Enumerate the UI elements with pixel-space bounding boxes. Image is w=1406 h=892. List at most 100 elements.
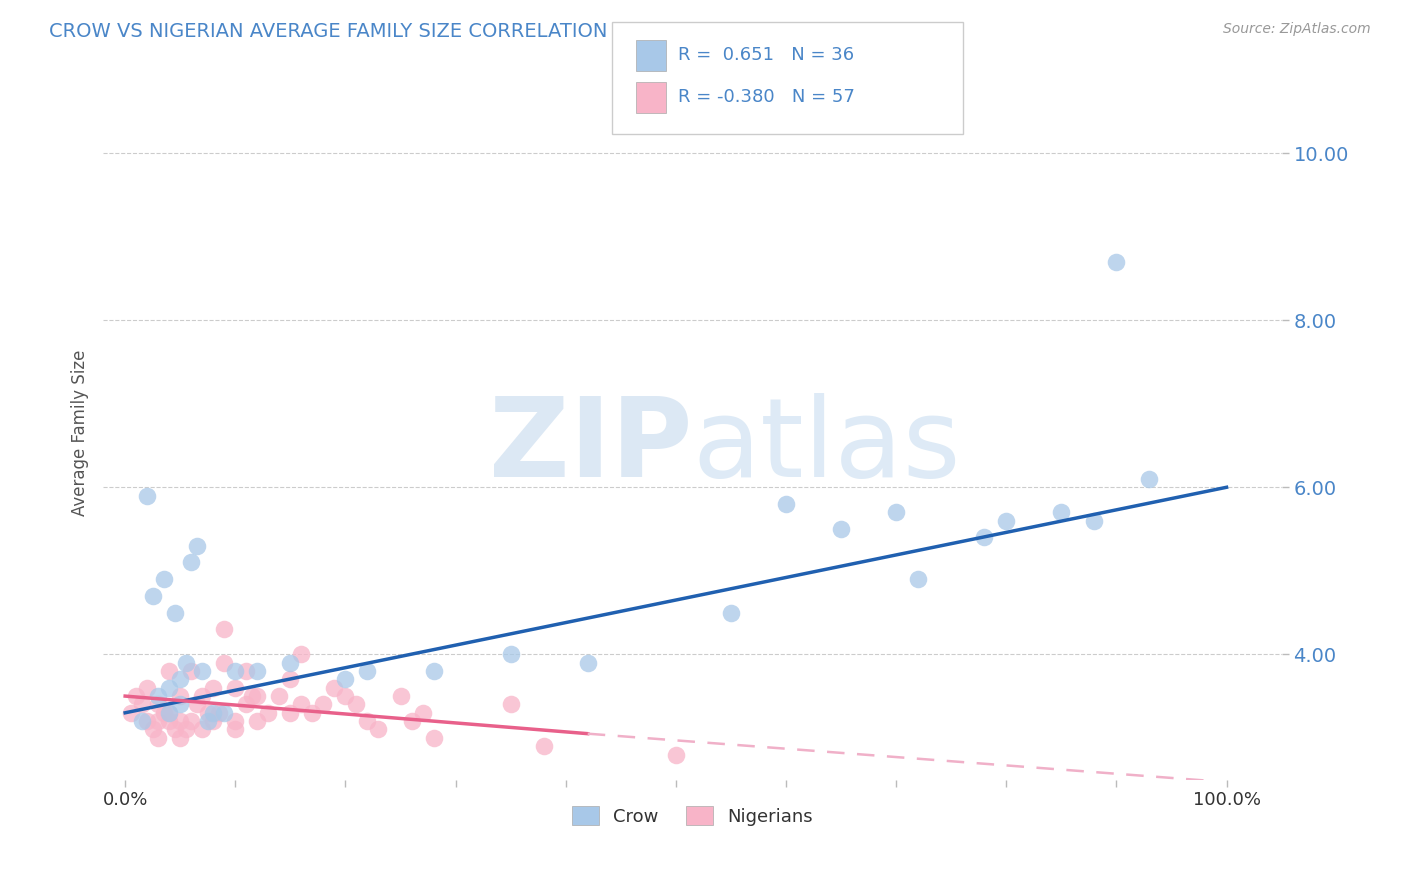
Y-axis label: Average Family Size: Average Family Size: [72, 350, 89, 516]
Point: [125, 689, 148, 703]
Point: [367, 723, 389, 737]
Point: [499, 698, 522, 712]
Point: [148, 698, 170, 712]
Point: [257, 706, 280, 720]
Point: [148, 731, 170, 745]
Point: [214, 706, 236, 720]
Point: [907, 572, 929, 586]
Text: atlas: atlas: [692, 393, 960, 500]
Point: [157, 706, 180, 720]
Point: [157, 664, 180, 678]
Point: [180, 714, 202, 728]
Point: [180, 556, 202, 570]
Text: ZIP: ZIP: [489, 393, 692, 500]
Point: [169, 689, 191, 703]
Point: [269, 689, 291, 703]
Point: [202, 681, 225, 695]
Point: [136, 489, 159, 503]
Point: [174, 723, 197, 737]
Point: [401, 714, 423, 728]
Point: [224, 723, 246, 737]
Point: [775, 497, 797, 511]
Point: [665, 747, 688, 762]
Point: [290, 698, 312, 712]
Point: [246, 689, 269, 703]
Point: [422, 664, 444, 678]
Point: [157, 714, 180, 728]
Point: [280, 656, 302, 670]
Point: [186, 539, 208, 553]
Point: [163, 606, 186, 620]
Point: [148, 689, 170, 703]
Point: [884, 505, 907, 519]
Point: [197, 714, 219, 728]
Point: [1105, 254, 1128, 268]
Point: [346, 698, 368, 712]
Point: [1139, 472, 1161, 486]
Point: [830, 522, 852, 536]
Point: [142, 723, 165, 737]
Point: [576, 656, 599, 670]
Point: [169, 673, 191, 687]
Legend: Crow, Nigerians: Crow, Nigerians: [565, 799, 820, 833]
Point: [202, 714, 225, 728]
Point: [356, 714, 378, 728]
Point: [533, 739, 555, 754]
Point: [202, 706, 225, 720]
Point: [169, 731, 191, 745]
Point: [191, 723, 214, 737]
Point: [224, 681, 246, 695]
Point: [246, 664, 269, 678]
Point: [148, 714, 170, 728]
Point: [224, 714, 246, 728]
Point: [131, 698, 153, 712]
Text: R = -0.380   N = 57: R = -0.380 N = 57: [678, 88, 855, 106]
Point: [973, 530, 995, 544]
Point: [157, 706, 180, 720]
Point: [499, 648, 522, 662]
Point: [246, 714, 269, 728]
Text: R =  0.651   N = 36: R = 0.651 N = 36: [678, 46, 853, 64]
Point: [120, 706, 142, 720]
Point: [152, 572, 174, 586]
Point: [335, 673, 357, 687]
Point: [1083, 514, 1105, 528]
Point: [280, 706, 302, 720]
Point: [356, 664, 378, 678]
Point: [208, 706, 231, 720]
Point: [136, 681, 159, 695]
Point: [995, 514, 1018, 528]
Point: [157, 681, 180, 695]
Point: [186, 698, 208, 712]
Point: [163, 723, 186, 737]
Point: [142, 589, 165, 603]
Point: [191, 664, 214, 678]
Point: [323, 681, 346, 695]
Point: [214, 656, 236, 670]
Text: CROW VS NIGERIAN AVERAGE FAMILY SIZE CORRELATION CHART: CROW VS NIGERIAN AVERAGE FAMILY SIZE COR…: [49, 22, 679, 41]
Point: [389, 689, 412, 703]
Point: [214, 622, 236, 636]
Point: [174, 656, 197, 670]
Point: [136, 714, 159, 728]
Point: [152, 706, 174, 720]
Point: [180, 664, 202, 678]
Point: [197, 706, 219, 720]
Point: [312, 698, 335, 712]
Point: [1050, 505, 1073, 519]
Point: [290, 648, 312, 662]
Point: [169, 698, 191, 712]
Point: [280, 673, 302, 687]
Point: [131, 714, 153, 728]
Point: [412, 706, 434, 720]
Point: [335, 689, 357, 703]
Point: [235, 664, 257, 678]
Point: [191, 689, 214, 703]
Point: [301, 706, 323, 720]
Point: [720, 606, 742, 620]
Point: [224, 664, 246, 678]
Point: [169, 714, 191, 728]
Point: [235, 698, 257, 712]
Text: Source: ZipAtlas.com: Source: ZipAtlas.com: [1223, 22, 1371, 37]
Point: [240, 689, 263, 703]
